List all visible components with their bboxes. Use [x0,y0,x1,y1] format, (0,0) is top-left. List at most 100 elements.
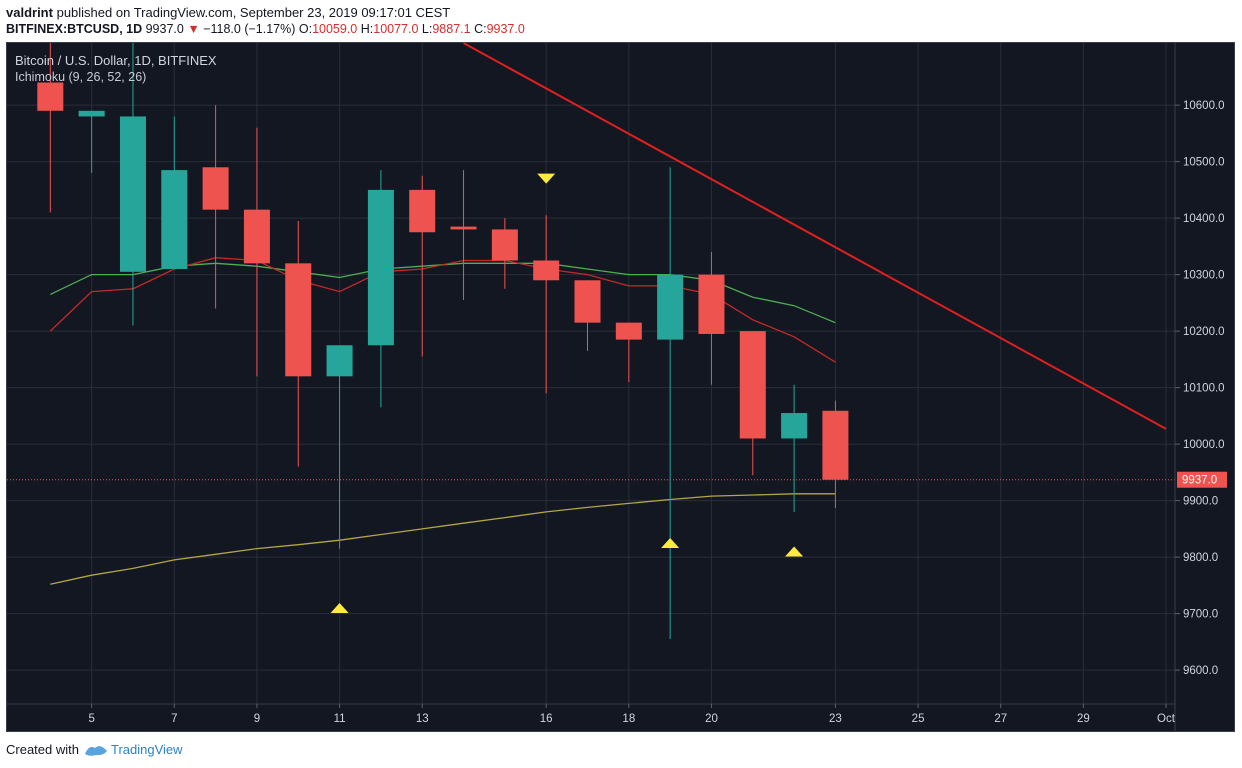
x-tick-label: 5 [88,713,94,725]
candle-body [739,331,766,439]
chart-panel[interactable] [6,42,1235,732]
candle [657,167,684,640]
symbol-label: BITFINEX:BTCUSD, 1D [6,22,143,36]
up-marker-icon [785,546,804,557]
x-tick-label: 27 [994,713,1007,725]
signal-markers [330,173,804,613]
candle [739,331,766,476]
close-value: 9937.0 [486,22,525,36]
candle [37,43,64,213]
candle [491,218,518,289]
candle [285,220,312,467]
created-with-text: Created with [6,742,79,757]
candle-body [243,209,270,264]
candle-body [615,322,642,340]
x-tick-label: 7 [171,713,177,725]
low-value: 9887.1 [432,22,471,36]
y-tick-label: 10000.0 [1183,439,1225,451]
open-label: O: [298,22,313,36]
candle [367,170,394,408]
footer: Created with TradingView [6,742,183,757]
x-tick-label: Oct [1157,713,1176,725]
candle [698,252,725,385]
candle-body [367,189,394,346]
up-marker-icon [661,537,680,548]
author-name[interactable]: valdrint [6,5,53,20]
x-tick-label: 11 [334,713,346,725]
candle [450,170,477,301]
symbol-info: BITFINEX:BTCUSD, 1D 9937.0 ▼ −118.0 (−1.… [6,22,525,36]
candle [574,280,601,351]
candle-body [533,260,560,281]
candle-body [326,345,353,377]
x-tick-label: 13 [416,713,429,725]
down-marker-icon [537,173,556,184]
candle [615,322,642,382]
candle-body [202,167,229,210]
indicator-legend[interactable]: Ichimoku (9, 26, 52, 26) [15,70,147,84]
x-tick-label: 18 [622,713,635,725]
y-tick-label: 10100.0 [1183,383,1225,395]
candle-body [161,170,188,269]
candle [781,384,808,512]
y-tick-label: 9700.0 [1183,609,1218,621]
candle [78,110,105,173]
x-tick-label: 29 [1077,713,1090,725]
tradingview-logo-icon [84,745,107,756]
candle-body [285,263,312,377]
lagging-span [50,493,836,585]
x-tick-label: 16 [540,713,553,725]
x-tick-label: 9 [254,713,260,725]
candle-body [78,110,105,117]
published-text: published on TradingView.com, September … [56,5,451,20]
candle-body [781,413,808,439]
candle-body [119,116,146,272]
change-value: −118.0 (−1.17%) [203,22,296,36]
candle-body [657,274,684,340]
candle [161,116,188,269]
y-tick-label: 10200.0 [1183,326,1225,338]
candle-body [37,82,64,111]
change-down-icon: ▼ [187,22,200,36]
close-label: C: [474,22,487,36]
axes: 10600.0 10500.0 10400.0 10300.0 10200.0 10100… [7,43,1227,731]
candle [119,43,146,326]
last-price: 9937.0 [145,22,184,36]
y-tick-label: 10300.0 [1183,270,1225,282]
y-tick-label: 9800.0 [1183,552,1218,564]
y-tick-label: 9600.0 [1183,665,1218,677]
lagging-span-path [50,493,836,585]
chart-title: Bitcoin / U.S. Dollar, 1D, BITFINEX [15,53,217,68]
candle-body [491,229,518,261]
candle-body [409,189,436,233]
low-label: L: [421,22,433,36]
trendline-path [463,42,1167,430]
y-tick-label: 10500.0 [1183,157,1225,169]
grid-lines [7,43,1175,704]
y-tick-label: 10600.0 [1183,100,1225,112]
candle [533,215,560,394]
last-price-label-bg [1177,471,1227,488]
candle [243,127,270,377]
up-marker-icon [330,602,349,613]
last-price-label: 9937.0 [1182,475,1217,487]
candle [822,400,849,508]
y-tick-label: 10400.0 [1183,213,1225,225]
candle-body [822,410,849,480]
candle-body [574,280,601,323]
high-value: 10077.0 [373,22,419,36]
candle [409,175,436,357]
candles [37,43,849,640]
open-value: 10059.0 [312,22,358,36]
high-label: H: [360,22,374,36]
y-tick-label: 9900.0 [1183,496,1218,508]
candle-body [698,274,725,334]
x-tick-label: 25 [912,713,925,725]
publish-info: valdrint published on TradingView.com, S… [6,5,450,20]
candle [202,105,229,309]
brand-link[interactable]: TradingView [110,742,183,757]
candle [326,345,353,549]
trendline[interactable] [463,42,1167,430]
x-tick-label: 20 [705,713,718,725]
